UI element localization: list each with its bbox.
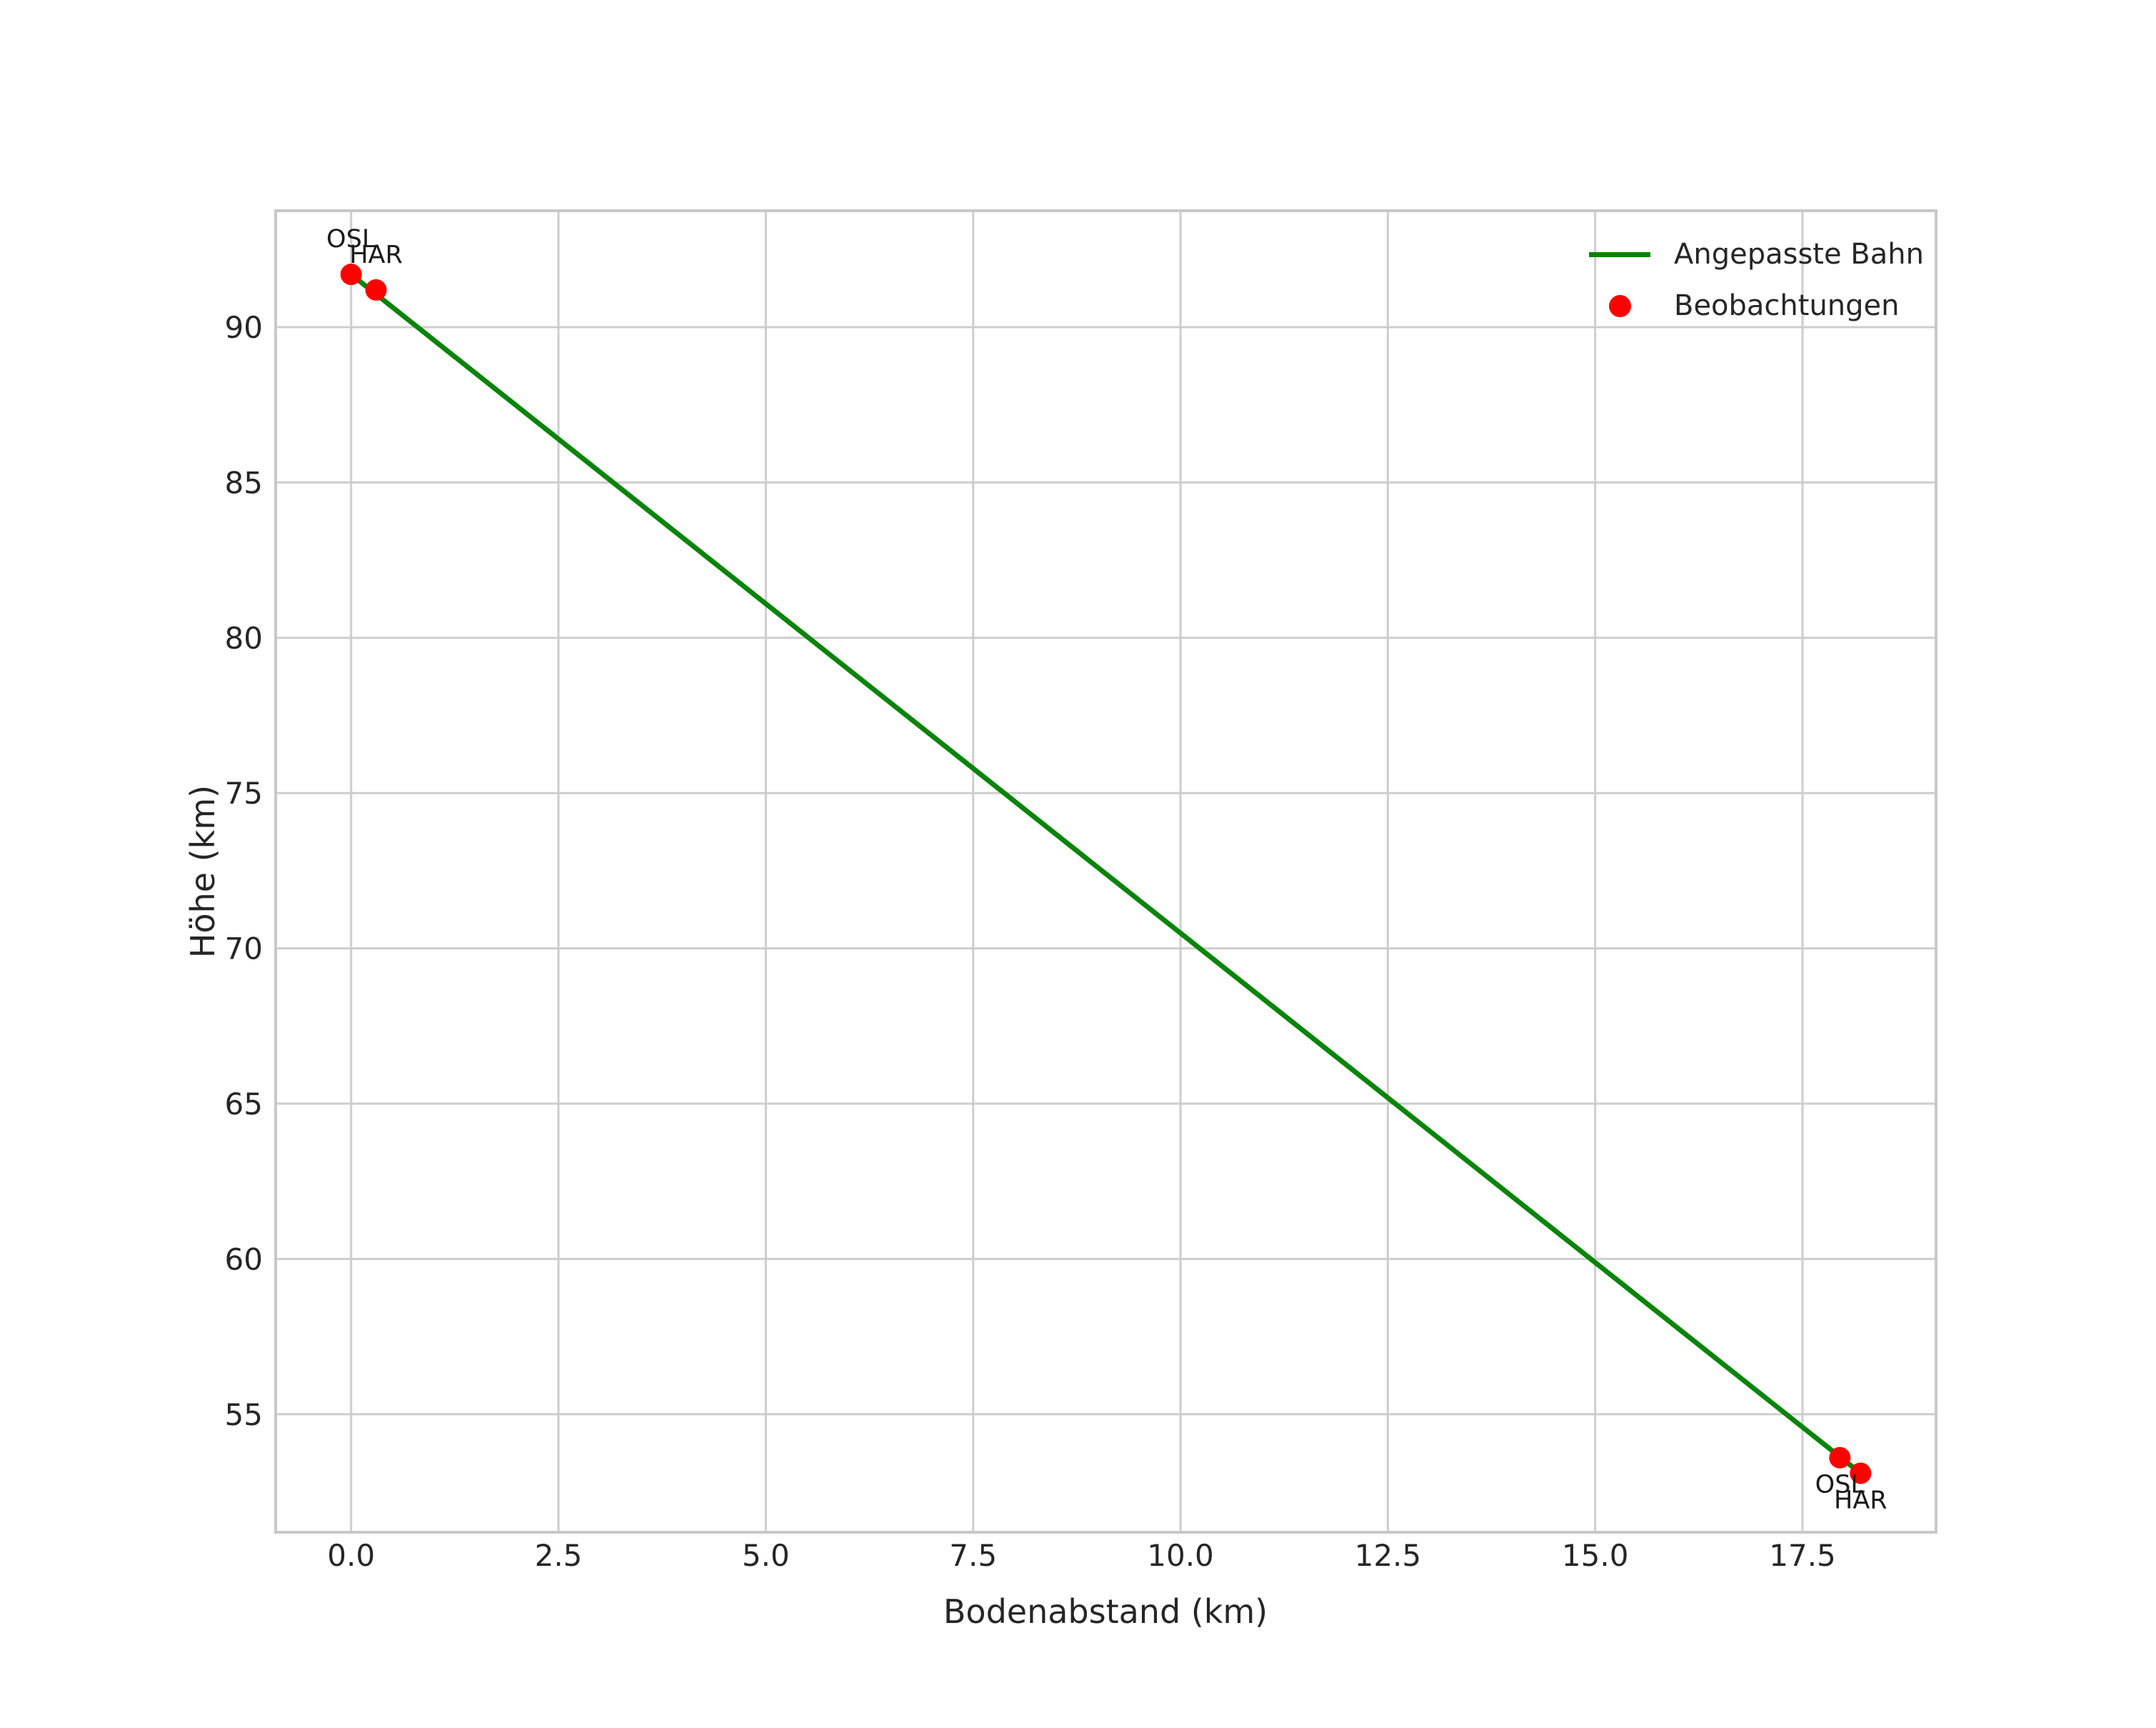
x-tick-label: 12.5 (1355, 1538, 1422, 1573)
y-tick-label: 60 (225, 1242, 263, 1277)
x-tick-label: 7.5 (949, 1538, 997, 1573)
observation-point-OSL (340, 264, 362, 286)
fitted-trajectory-line (349, 271, 1863, 1476)
station-label-HAR: HAR (1834, 1486, 1887, 1514)
y-tick-label: 65 (225, 1087, 263, 1122)
observation-point-HAR (1850, 1462, 1872, 1484)
legend-item-fitted-line: Angepasste Bahn (1589, 229, 1924, 280)
gridlines (276, 211, 1936, 1532)
observation-point-HAR (365, 279, 387, 301)
tick-labels: 0.0 2.5 5.0 7.5 10.0 12.5 15.0 17.5 55 60 65 70 75 80… (225, 310, 1836, 1573)
x-tick-label: 10.0 (1147, 1538, 1214, 1573)
legend-dot-swatch-icon (1589, 294, 1650, 317)
y-tick-label: 80 (225, 621, 263, 656)
plot-frame (274, 209, 1937, 1534)
y-tick-label: 55 (225, 1397, 263, 1432)
legend: Angepasste Bahn Beobachtungen (1589, 229, 1924, 331)
y-tick-label: 90 (225, 310, 263, 345)
series-layer (340, 264, 1872, 1484)
observation-point-OSL (1829, 1447, 1851, 1469)
legend-line-swatch-icon (1589, 251, 1650, 257)
legend-label-observations: Beobachtungen (1674, 289, 1900, 322)
station-label-HAR: HAR (349, 241, 403, 269)
y-tick-label: 85 (225, 465, 263, 500)
legend-item-observations: Beobachtungen (1589, 280, 1924, 331)
x-axis-label: Bodenabstand (km) (943, 1592, 1268, 1631)
x-tick-label: 5.0 (742, 1538, 790, 1573)
x-tick-label: 0.0 (327, 1538, 375, 1573)
station-label-OSL: OSL (1815, 1471, 1865, 1499)
y-tick-label: 70 (225, 932, 263, 967)
y-axis-label: Höhe (km) (184, 785, 222, 958)
x-tick-label: 15.0 (1562, 1538, 1629, 1573)
y-tick-label: 75 (225, 776, 263, 811)
legend-label-fitted-line: Angepasste Bahn (1674, 238, 1924, 271)
x-tick-label: 2.5 (535, 1538, 583, 1573)
x-tick-label: 17.5 (1769, 1538, 1836, 1573)
station-label-OSL: OSL (326, 225, 376, 254)
